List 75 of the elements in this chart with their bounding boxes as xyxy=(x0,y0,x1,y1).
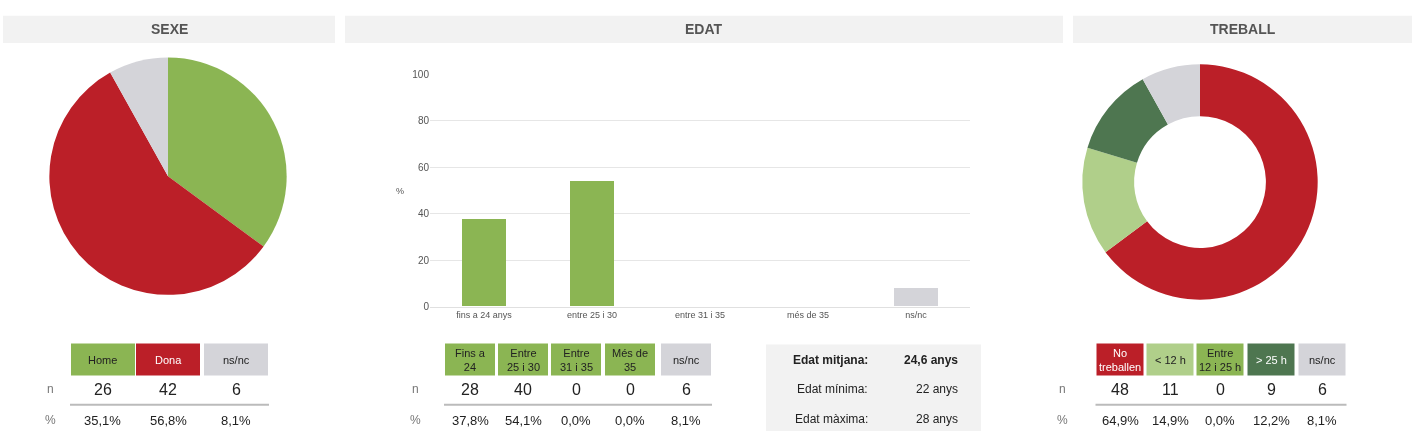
category-label: Dona xyxy=(155,354,183,366)
text: 24,6 anys xyxy=(904,353,959,367)
donut-slice xyxy=(1082,147,1148,253)
x-tick-label: ns/nc xyxy=(905,310,928,321)
category-label: ns/nc xyxy=(673,354,700,366)
pie-slice xyxy=(168,57,287,247)
text: % xyxy=(45,413,56,427)
y-tick-label: 20 xyxy=(417,254,430,266)
data-label: 48 xyxy=(1111,381,1129,398)
category-label: ns/nc xyxy=(223,354,250,366)
donut-slice xyxy=(1087,79,1168,163)
text: Edat mitjana: xyxy=(793,353,869,367)
category-label: Més de 35 xyxy=(612,347,649,374)
category-label: Entre 12 i 25 h xyxy=(1199,347,1242,374)
data-label: 0,0% xyxy=(615,413,646,428)
data-label: 0 xyxy=(1216,381,1225,398)
category-label: > 25 h xyxy=(1256,354,1287,366)
data-label: 6 xyxy=(1318,381,1327,398)
y-tick-label: 60 xyxy=(417,161,430,173)
x-tick-label: més de 35 xyxy=(786,310,830,321)
data-label: 0 xyxy=(626,381,635,398)
data-label: 35,1% xyxy=(84,413,122,428)
data-label: 28 xyxy=(461,381,479,398)
data-label: 6 xyxy=(682,381,691,398)
text: Edat màxima: xyxy=(795,412,869,426)
category-label: Entre 25 i 30 xyxy=(507,347,541,374)
x-tick-label: entre 31 i 35 xyxy=(674,310,726,321)
data-label: 8,1% xyxy=(671,413,702,428)
text: n xyxy=(47,382,54,396)
chart-title: SEXE xyxy=(151,21,189,37)
data-label: 40 xyxy=(514,381,532,398)
bar xyxy=(462,219,506,307)
pie-slice xyxy=(110,57,168,177)
data-label: 6 xyxy=(232,381,241,398)
y-tick-label: 100 xyxy=(412,68,430,80)
chart-title: TREBALL xyxy=(1210,21,1276,37)
text: n xyxy=(412,382,419,396)
data-label: 26 xyxy=(94,381,112,398)
category-label: Home xyxy=(88,354,118,366)
data-label: 8,1% xyxy=(1307,413,1338,428)
category-label: Fins a 24 xyxy=(455,347,486,374)
data-label: 54,1% xyxy=(505,413,543,428)
data-label: 56,8% xyxy=(150,413,188,428)
data-label: 0,0% xyxy=(561,413,592,428)
data-label: 0,0% xyxy=(1205,413,1236,428)
text: 22 anys xyxy=(916,382,959,396)
bar xyxy=(570,181,614,307)
data-label: 42 xyxy=(159,381,177,398)
text: 28 anys xyxy=(916,412,959,426)
donut-slice xyxy=(1142,64,1200,125)
y-tick-label: 0 xyxy=(423,301,430,313)
y-tick-label: 80 xyxy=(417,115,430,127)
category-label: < 12 h xyxy=(1155,354,1186,366)
data-label: 14,9% xyxy=(1152,413,1190,428)
pie-slice xyxy=(49,72,264,295)
category-label: ns/nc xyxy=(1309,354,1336,366)
data-label: 12,2% xyxy=(1253,413,1291,428)
data-label: 64,9% xyxy=(1102,413,1140,428)
data-label: 0 xyxy=(572,381,581,398)
data-label: 11 xyxy=(1162,381,1179,398)
data-label: 8,1% xyxy=(221,413,252,428)
data-label: 37,8% xyxy=(452,413,490,428)
donut-slice xyxy=(1105,64,1318,300)
text: % xyxy=(410,413,421,427)
x-tick-label: entre 25 i 30 xyxy=(566,310,618,321)
y-axis-title: % xyxy=(396,186,405,196)
text: % xyxy=(1057,413,1068,427)
x-tick-label: fins a 24 anys xyxy=(456,310,513,321)
y-tick-label: 40 xyxy=(417,208,430,220)
chart-title: EDAT xyxy=(685,21,723,37)
category-label: Entre 31 i 35 xyxy=(560,347,594,374)
text: Edat mínima: xyxy=(797,382,868,396)
category-label: No treballen xyxy=(1099,347,1142,374)
data-label: 9 xyxy=(1267,381,1276,398)
text: n xyxy=(1059,382,1066,396)
